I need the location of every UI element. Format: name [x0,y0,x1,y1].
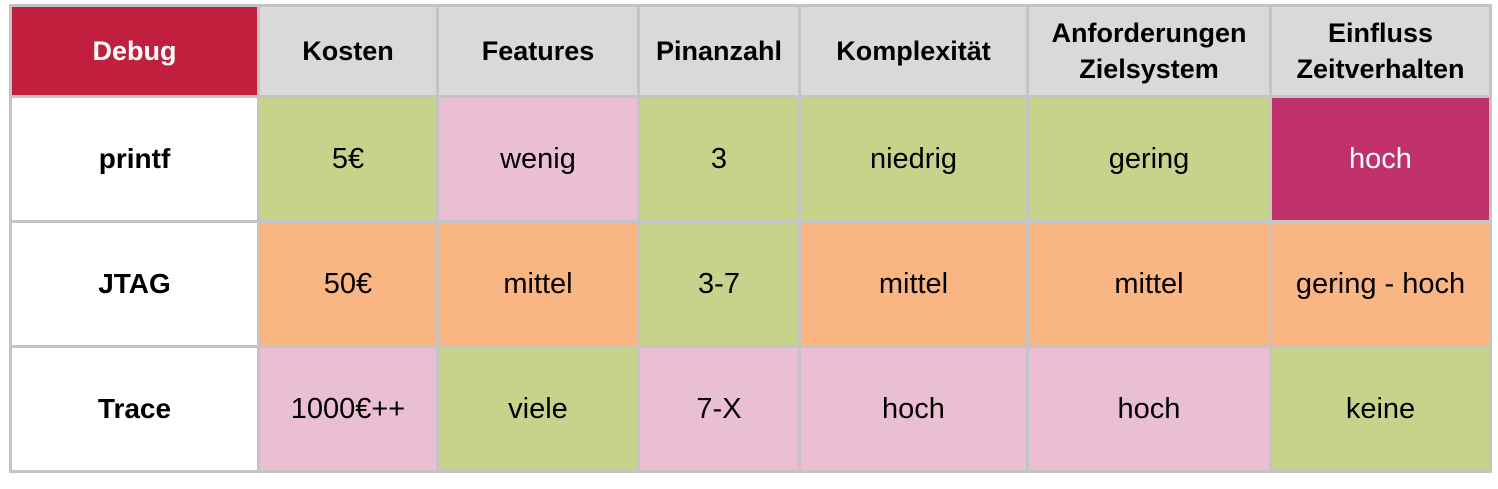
table-cell: 1000€++ [257,345,439,473]
table-cell: 7-X [637,345,801,473]
row-label: Trace [9,345,260,473]
table-cell: gering [1026,95,1272,223]
table-cell: hoch [1026,345,1272,473]
header-cell: Debug [9,4,260,98]
table-cell: 50€ [257,220,439,348]
table-cell: gering - hoch [1269,220,1492,348]
header-cell: Einfluss Zeitverhalten [1269,4,1492,98]
table-body: printf 5€ wenig 3 niedrig gering hoch JTAG 50€ mi… [9,95,1492,473]
table-cell: 3 [637,95,801,223]
header-cell: Komplexität [798,4,1029,98]
table-cell: 5€ [257,95,439,223]
table-cell: mittel [798,220,1029,348]
table-cell: hoch [798,345,1029,473]
header-cell: Anforderungen Zielsystem [1026,4,1272,98]
table-row: printf 5€ wenig 3 niedrig gering hoch [9,95,1492,223]
header-cell: Pinanzahl [637,4,801,98]
table-cell: mittel [436,220,640,348]
table-cell: viele [436,345,640,473]
table-row: JTAG 50€ mittel 3-7 mittel mittel gering - hoc… [9,220,1492,348]
table-cell: keine [1269,345,1492,473]
table-cell: hoch [1269,95,1492,223]
comparison-table: Debug Kosten Features Pinanzahl Komplexität A… [9,4,1492,473]
table-cell: niedrig [798,95,1029,223]
header-row: Debug Kosten Features Pinanzahl Komplexität A… [9,4,1492,98]
header-cell: Kosten [257,4,439,98]
row-label: printf [9,95,260,223]
table-cell: mittel [1026,220,1272,348]
table-cell: 3-7 [637,220,801,348]
row-label: JTAG [9,220,260,348]
header-cell: Features [436,4,640,98]
table-cell: wenig [436,95,640,223]
table-row: Trace 1000€++ viele 7-X hoch hoch keine [9,345,1492,473]
